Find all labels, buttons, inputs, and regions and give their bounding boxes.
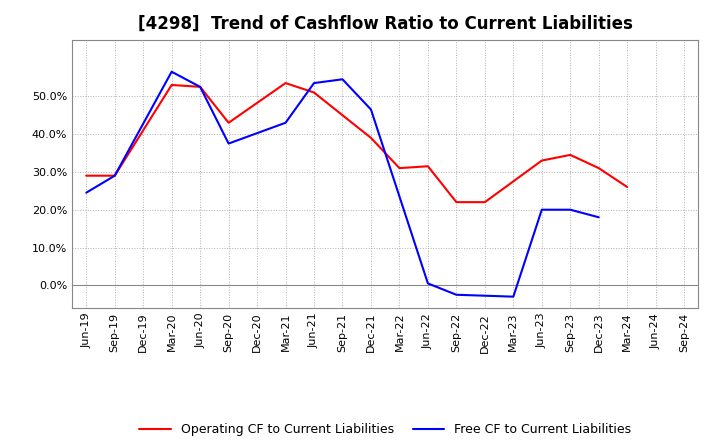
Line: Free CF to Current Liabilities: Free CF to Current Liabilities: [86, 72, 599, 297]
Free CF to Current Liabilities: [423, 281, 432, 286]
Free CF to Current Liabilities: [282, 120, 290, 125]
Free CF to Current Liabilities: [82, 190, 91, 195]
Free CF to Current Liabilities: [366, 107, 375, 112]
Operating CF to Current Liabilities: [167, 82, 176, 88]
Operating CF to Current Liabilities: [282, 81, 290, 86]
Line: Operating CF to Current Liabilities: Operating CF to Current Liabilities: [86, 83, 627, 202]
Free CF to Current Liabilities: [110, 173, 119, 178]
Operating CF to Current Liabilities: [82, 173, 91, 178]
Free CF to Current Liabilities: [595, 215, 603, 220]
Free CF to Current Liabilities: [225, 141, 233, 146]
Free CF to Current Liabilities: [509, 294, 518, 299]
Free CF to Current Liabilities: [196, 84, 204, 89]
Operating CF to Current Liabilities: [537, 158, 546, 163]
Legend: Operating CF to Current Liabilities, Free CF to Current Liabilities: Operating CF to Current Liabilities, Fre…: [135, 418, 636, 440]
Free CF to Current Liabilities: [338, 77, 347, 82]
Operating CF to Current Liabilities: [395, 165, 404, 171]
Free CF to Current Liabilities: [537, 207, 546, 213]
Operating CF to Current Liabilities: [225, 120, 233, 125]
Operating CF to Current Liabilities: [452, 199, 461, 205]
Operating CF to Current Liabilities: [623, 184, 631, 190]
Title: [4298]  Trend of Cashflow Ratio to Current Liabilities: [4298] Trend of Cashflow Ratio to Curren…: [138, 15, 633, 33]
Operating CF to Current Liabilities: [566, 152, 575, 158]
Operating CF to Current Liabilities: [366, 135, 375, 140]
Operating CF to Current Liabilities: [196, 84, 204, 89]
Free CF to Current Liabilities: [167, 69, 176, 74]
Operating CF to Current Liabilities: [110, 173, 119, 178]
Operating CF to Current Liabilities: [423, 164, 432, 169]
Operating CF to Current Liabilities: [310, 90, 318, 95]
Operating CF to Current Liabilities: [480, 199, 489, 205]
Operating CF to Current Liabilities: [595, 165, 603, 171]
Free CF to Current Liabilities: [452, 292, 461, 297]
Free CF to Current Liabilities: [566, 207, 575, 213]
Free CF to Current Liabilities: [310, 81, 318, 86]
